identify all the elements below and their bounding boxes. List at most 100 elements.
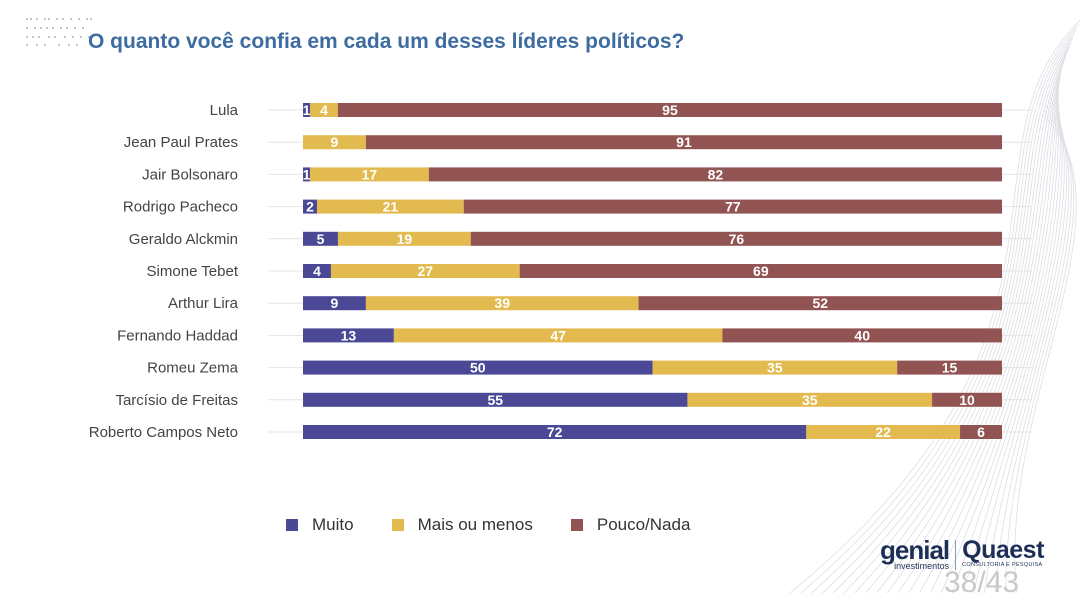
bar-romeu-zema-muito	[303, 360, 653, 375]
bar-geraldo-alckmin-muito	[303, 231, 338, 246]
data-label-roberto-campos-neto-pouco-nada: 6	[977, 424, 985, 440]
chart-title: O quanto você confia em cada um desses l…	[88, 30, 685, 53]
wave-line	[822, 33, 1075, 593]
page-number: 38/43	[944, 566, 1020, 599]
category-label-tarcisio-de-freitas: Tarcísio de Freitas	[115, 392, 238, 409]
legend-label-pouco-nada: Pouco/Nada	[596, 515, 691, 534]
data-label-simone-tebet-muito: 4	[313, 263, 321, 279]
bar-tarcisio-de-freitas-muito	[303, 392, 688, 407]
data-label-jair-bolsonaro-mais-ou-menos: 17	[362, 166, 378, 182]
bar-lula-muito	[303, 103, 310, 117]
bar-simone-tebet-muito	[303, 264, 331, 278]
data-label-tarcisio-de-freitas-mais-ou-menos: 35	[802, 392, 818, 408]
data-label-roberto-campos-neto-muito: 72	[547, 424, 563, 440]
category-label-romeu-zema: Romeu Zema	[147, 360, 239, 377]
data-label-fernando-haddad-mais-ou-menos: 47	[550, 327, 566, 343]
wave-line	[897, 64, 1063, 593]
quaest-logo-subtitle: CONSULTORIA E PESQUISA	[962, 562, 1043, 568]
data-label-lula-pouco-nada: 95	[662, 102, 678, 118]
category-label-jean-paul-prates: Jean Paul Prates	[124, 134, 238, 151]
bar-arthur-lira-pouco-nada	[638, 296, 1002, 311]
bar-simone-tebet-pouco-nada	[519, 264, 1002, 278]
wave-line	[940, 82, 1061, 593]
data-label-lula-mais-ou-menos: 4	[320, 102, 328, 118]
category-label-arthur-lira: Arthur Lira	[168, 295, 239, 312]
data-label-tarcisio-de-freitas-pouco-nada: 10	[959, 392, 975, 408]
wave-line	[832, 37, 1074, 593]
bar-arthur-lira-muito	[303, 296, 366, 311]
legend-item-pouco-nada: Pouco/Nada	[570, 515, 691, 535]
legend-item-muito: Muito	[286, 515, 354, 535]
data-label-arthur-lira-pouco-nada: 52	[812, 295, 828, 311]
bar-jair-bolsonaro-mais-ou-menos	[309, 167, 429, 182]
data-label-jean-paul-prates-mais-ou-menos: 9	[331, 134, 339, 150]
category-label-geraldo-alckmin: Geraldo Alckmin	[129, 231, 238, 248]
data-label-fernando-haddad-muito: 13	[341, 327, 357, 343]
category-label-jair-bolsonaro: Jair Bolsonaro	[142, 166, 238, 183]
bar-geraldo-alckmin-pouco-nada	[470, 231, 1002, 246]
bar-lula-mais-ou-menos	[309, 103, 338, 117]
genial-logo-subtitle: investimentos	[894, 561, 950, 571]
legend-swatch-muito	[286, 519, 298, 531]
data-label-rodrigo-pacheco-pouco-nada: 77	[725, 199, 741, 215]
chart-legend: Muito Mais ou menos Pouco/Nada	[286, 515, 728, 535]
data-label-rodrigo-pacheco-muito: 2	[306, 199, 314, 215]
bar-roberto-campos-neto-mais-ou-menos	[806, 425, 961, 439]
quaest-logo-name: Quaest	[962, 536, 1044, 564]
genial-logo-name: genial	[880, 535, 950, 565]
data-label-romeu-zema-pouco-nada: 15	[942, 360, 958, 376]
legend-item-mais-ou-menos: Mais ou menos	[391, 515, 533, 535]
data-label-arthur-lira-mais-ou-menos: 39	[494, 295, 510, 311]
data-label-tarcisio-de-freitas-muito: 55	[487, 392, 503, 408]
data-label-geraldo-alckmin-pouco-nada: 76	[729, 231, 745, 247]
bar-fernando-haddad-muito	[303, 328, 394, 343]
bar-rodrigo-pacheco-mais-ou-menos	[316, 199, 464, 214]
category-label-roberto-campos-neto: Roberto Campos Neto	[89, 424, 238, 441]
quaest-logo: Quaest CONSULTORIA E PESQUISA	[962, 536, 1044, 568]
data-label-romeu-zema-muito: 50	[470, 360, 486, 376]
bar-tarcisio-de-freitas-mais-ou-menos	[687, 392, 933, 407]
bar-geraldo-alckmin-mais-ou-menos	[337, 231, 471, 246]
data-label-fernando-haddad-pouco-nada: 40	[854, 327, 870, 343]
wave-line	[789, 19, 1080, 593]
data-label-roberto-campos-neto-mais-ou-menos: 22	[875, 424, 891, 440]
data-label-simone-tebet-mais-ou-menos: 27	[418, 263, 434, 279]
wave-line	[876, 55, 1066, 593]
data-label-arthur-lira-muito: 9	[331, 295, 339, 311]
category-label-fernando-haddad: Fernando Haddad	[117, 327, 238, 344]
bar-roberto-campos-neto-pouco-nada	[960, 425, 1002, 439]
bar-jean-paul-prates-pouco-nada	[365, 135, 1002, 150]
bar-rodrigo-pacheco-pouco-nada	[463, 199, 1002, 214]
bar-jair-bolsonaro-pouco-nada	[428, 167, 1002, 182]
wave-line	[1014, 114, 1077, 593]
bar-romeu-zema-mais-ou-menos	[652, 360, 898, 375]
wave-line	[854, 46, 1070, 593]
data-label-jair-bolsonaro-pouco-nada: 82	[708, 166, 724, 182]
bar-romeu-zema-pouco-nada	[897, 360, 1002, 375]
data-label-simone-tebet-pouco-nada: 69	[753, 263, 769, 279]
decorative-dots-icon	[26, 18, 92, 46]
bar-rodrigo-pacheco-muito	[303, 199, 317, 214]
logo-divider	[955, 540, 957, 570]
wave-line	[908, 69, 1061, 593]
category-label-lula: Lula	[210, 102, 239, 119]
legend-swatch-mais-ou-menos	[391, 519, 404, 531]
bar-lula-pouco-nada	[337, 103, 1002, 117]
legend-label-mais-ou-menos: Mais ou menos	[417, 515, 533, 534]
genial-logo: genial investimentos	[880, 535, 950, 571]
bar-arthur-lira-mais-ou-menos	[365, 296, 639, 311]
data-label-lula-muito: 1	[303, 102, 311, 118]
data-label-geraldo-alckmin-mais-ou-menos: 19	[397, 231, 413, 247]
bar-fernando-haddad-pouco-nada	[722, 328, 1002, 343]
bar-tarcisio-de-freitas-pouco-nada	[932, 392, 1002, 407]
brand-logos: genial investimentos Quaest CONSULTORIA …	[880, 536, 1044, 571]
wave-line	[930, 78, 1060, 593]
data-label-jean-paul-prates-pouco-nada: 91	[676, 134, 692, 150]
data-label-romeu-zema-mais-ou-menos: 35	[767, 360, 783, 376]
data-label-geraldo-alckmin-muito: 5	[317, 231, 325, 247]
bar-roberto-campos-neto-muito	[303, 425, 807, 439]
data-label-rodrigo-pacheco-mais-ou-menos: 21	[383, 199, 399, 215]
bar-fernando-haddad-mais-ou-menos	[393, 328, 723, 343]
category-label-rodrigo-pacheco: Rodrigo Pacheco	[123, 199, 238, 216]
